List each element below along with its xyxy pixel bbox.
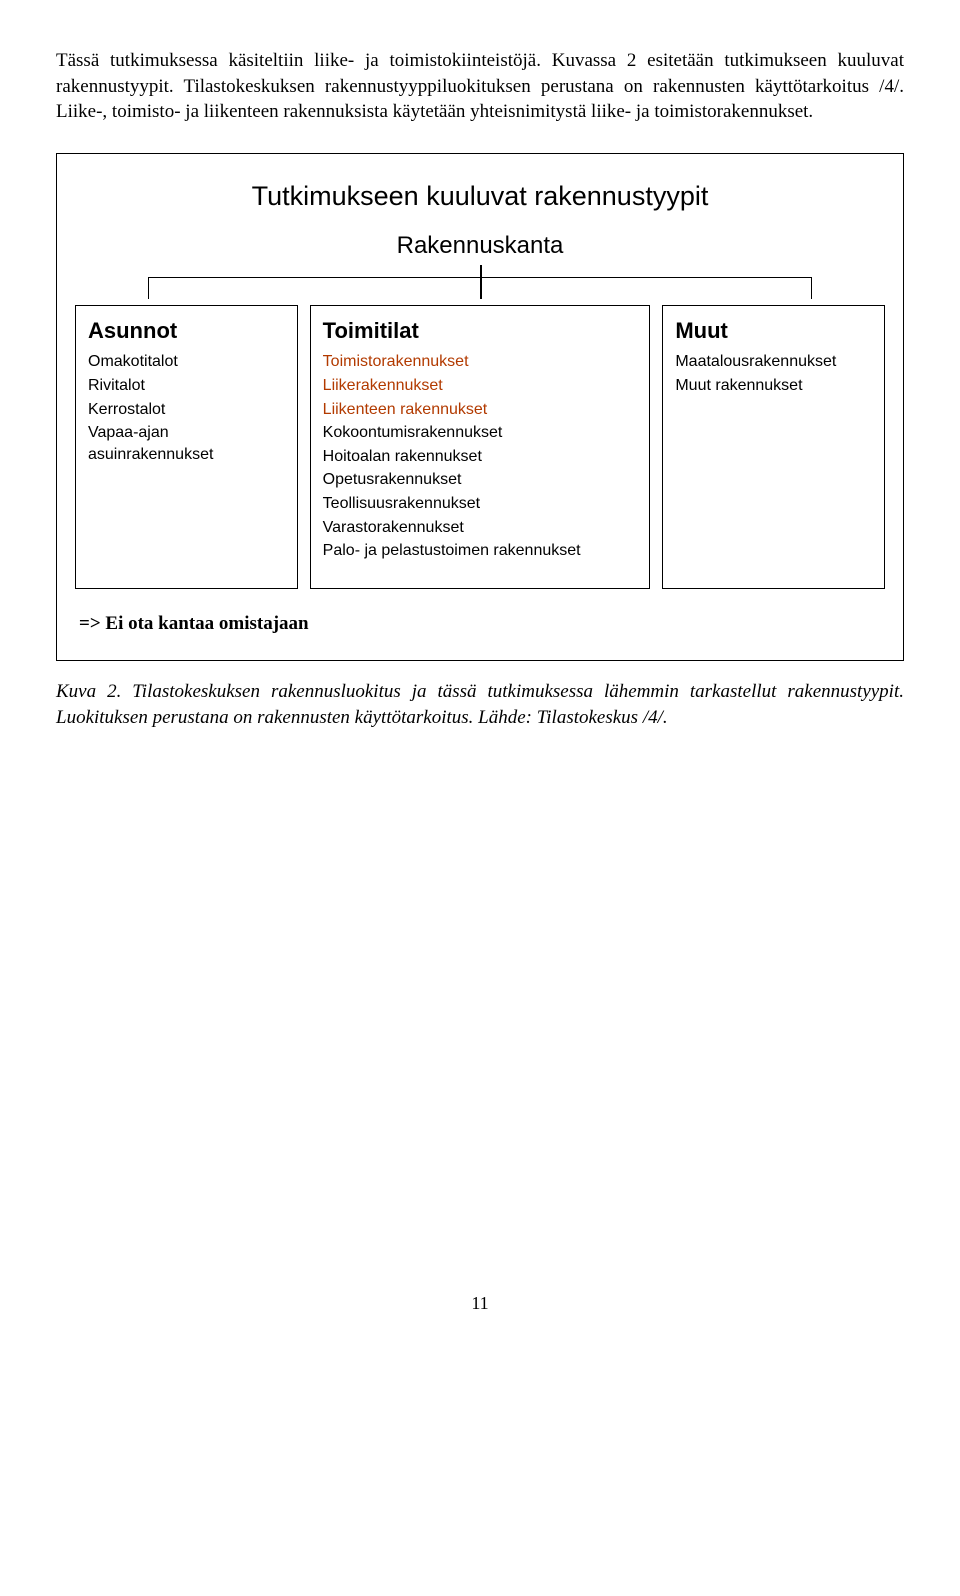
category-item: Opetusrakennukset xyxy=(323,469,638,491)
category-item: Kerrostalot xyxy=(88,399,285,421)
intro-paragraph: Tässä tutkimuksessa käsiteltiin liike- j… xyxy=(56,48,904,125)
category-row: Asunnot Omakotitalot Rivitalot Kerrostal… xyxy=(75,305,885,589)
diagram-subtitle: Rakennuskanta xyxy=(75,230,885,262)
category-asunnot: Asunnot Omakotitalot Rivitalot Kerrostal… xyxy=(75,305,298,589)
diagram-container: Tutkimukseen kuuluvat rakennustyypit Rak… xyxy=(56,153,904,661)
category-item: Hoitoalan rakennukset xyxy=(323,446,638,468)
category-item: Teollisuusrakennukset xyxy=(323,493,638,515)
category-item: Liikerakennukset xyxy=(323,375,638,397)
category-title: Muut xyxy=(675,316,872,346)
category-title: Toimitilat xyxy=(323,316,638,346)
category-toimitilat: Toimitilat Toimistorakennukset Liikerake… xyxy=(310,305,651,589)
category-item: Rivitalot xyxy=(88,375,285,397)
category-item: Vapaa-ajan asuinrakennukset xyxy=(88,422,285,465)
category-item: Omakotitalot xyxy=(88,351,285,373)
category-item: Kokoontumisrakennukset xyxy=(323,422,638,444)
category-item: Toimistorakennukset xyxy=(323,351,638,373)
page-number: 11 xyxy=(56,1291,904,1315)
category-item: Varastorakennukset xyxy=(323,517,638,539)
category-item: Liikenteen rakennukset xyxy=(323,399,638,421)
category-item: Muut rakennukset xyxy=(675,375,872,397)
tree-connector xyxy=(75,265,885,299)
diagram-footer: => Ei ota kantaa omistajaan xyxy=(79,611,885,637)
category-item: Palo- ja pelastustoimen rakennukset xyxy=(323,540,638,562)
category-muut: Muut Maatalousrakennukset Muut rakennuks… xyxy=(662,305,885,589)
diagram-title: Tutkimukseen kuuluvat rakennustyypit xyxy=(75,178,885,214)
category-item: Maatalousrakennukset xyxy=(675,351,872,373)
figure-caption: Kuva 2. Tilastokeskuksen rakennusluokitu… xyxy=(56,679,904,730)
category-title: Asunnot xyxy=(88,316,285,346)
